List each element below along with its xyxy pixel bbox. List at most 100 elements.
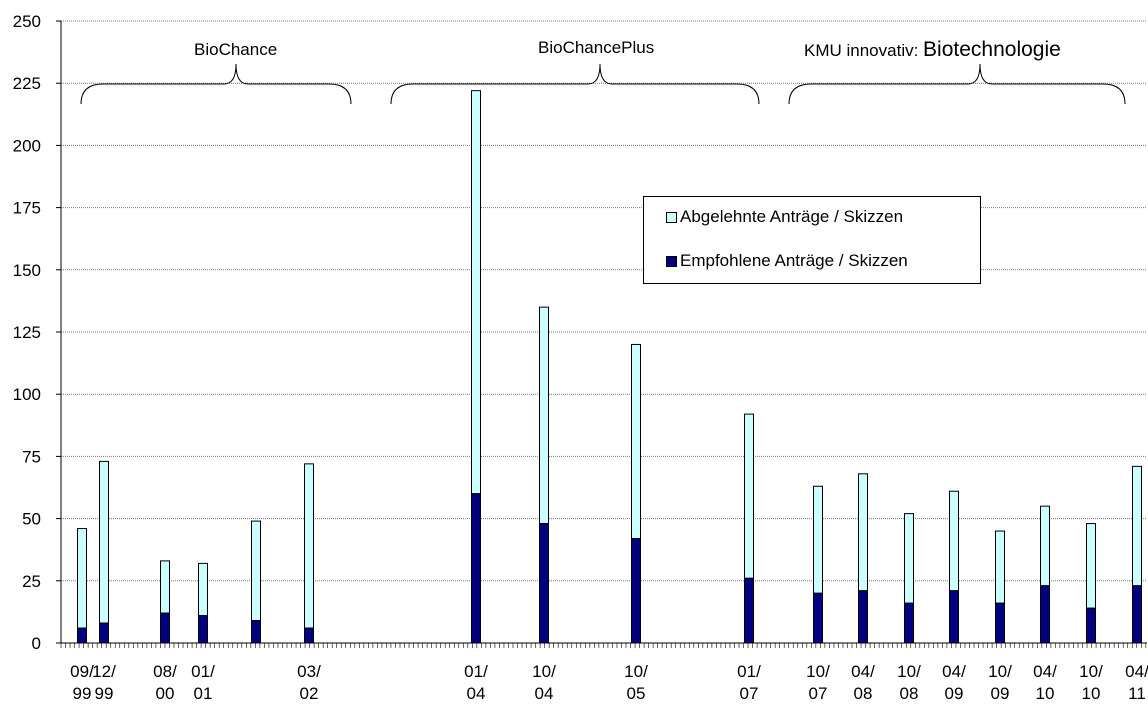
- x-tick-label: 10: [1082, 684, 1101, 703]
- legend-item-abgelehnt: Abgelehnte Anträge / Skizzen: [666, 207, 903, 227]
- bars: [77, 90, 1142, 644]
- bar-empfohlen: [904, 602, 914, 644]
- bar-abgelehnt: [1086, 523, 1096, 609]
- x-tick-label: 11: [1128, 684, 1146, 703]
- y-tick-label: 50: [22, 510, 41, 529]
- bar-empfohlen: [77, 627, 87, 644]
- y-tick-label: 150: [13, 261, 41, 280]
- x-tick-label: 07: [809, 684, 828, 703]
- x-tick-label: 10/: [1079, 662, 1103, 681]
- bar-abgelehnt: [198, 562, 208, 617]
- x-tick-label: 09: [991, 684, 1010, 703]
- x-tick-label: 99: [73, 684, 92, 703]
- legend-label-abgelehnt: Abgelehnte Anträge / Skizzen: [680, 207, 904, 226]
- group-brace: [788, 63, 1126, 105]
- y-tick-labels: 0 25 50 75 100 125 150 175 200 225 250: [13, 12, 41, 653]
- y-tick-label: 200: [13, 136, 41, 155]
- bar-abgelehnt: [813, 485, 823, 594]
- bar-empfohlen: [744, 577, 754, 644]
- x-tick-label: 09/: [70, 662, 94, 681]
- x-tick-label: 04/: [942, 662, 966, 681]
- bar-empfohlen: [813, 592, 823, 644]
- x-tick-label: 04: [467, 684, 486, 703]
- x-tick-label: 08: [900, 684, 919, 703]
- bar-abgelehnt: [904, 513, 914, 604]
- x-tick-label: 04/: [851, 662, 875, 681]
- legend-swatch-abgelehnt: [666, 211, 677, 223]
- bar-abgelehnt: [160, 560, 170, 614]
- bar-abgelehnt: [995, 530, 1005, 604]
- bar-empfohlen: [949, 590, 959, 644]
- y-tick-label: 175: [13, 199, 41, 218]
- x-tick-label: 04/: [1125, 662, 1148, 681]
- x-tick-label: 04/: [1033, 662, 1057, 681]
- gridlines: [61, 20, 1147, 582]
- legend-swatch-empfohlen: [666, 255, 677, 267]
- bar-abgelehnt: [1132, 465, 1142, 587]
- x-tick-label: 01: [194, 684, 213, 703]
- group-label-kmu-innovativ: KMU innovativ: Biotechnologie: [804, 38, 1061, 61]
- bar-abgelehnt: [251, 520, 261, 622]
- x-tick-label: 04: [535, 684, 554, 703]
- x-tick-label: 12/: [92, 662, 116, 681]
- x-tick-label: 10/: [806, 662, 830, 681]
- legend-label-empfohlen: Empfohlene Anträge / Skizzen: [680, 251, 908, 270]
- bar-empfohlen: [858, 590, 868, 644]
- bar-abgelehnt: [949, 490, 959, 592]
- x-tick-label: 08: [854, 684, 873, 703]
- x-tick-label: 03/: [297, 662, 321, 681]
- group-label-biochance: BioChance: [194, 40, 278, 59]
- x-tick-label: 01/: [737, 662, 761, 681]
- bar-empfohlen: [198, 615, 208, 644]
- bar-empfohlen: [1040, 585, 1050, 644]
- bar-empfohlen: [304, 627, 314, 644]
- bar-abgelehnt: [631, 343, 641, 540]
- bar-abgelehnt: [471, 90, 481, 495]
- y-tick-label: 125: [13, 323, 41, 342]
- legend-item-empfohlen: Empfohlene Anträge / Skizzen: [666, 251, 908, 271]
- y-tick-label: 225: [13, 74, 41, 93]
- bar-abgelehnt: [304, 463, 314, 629]
- x-tick-label: 10/: [532, 662, 556, 681]
- group-brace: [390, 63, 760, 105]
- x-tick-label: 01/: [191, 662, 215, 681]
- x-tick-label: 08/: [153, 662, 177, 681]
- bar-empfohlen: [160, 612, 170, 644]
- x-tick-label: 10: [1036, 684, 1055, 703]
- bar-abgelehnt: [77, 528, 87, 629]
- y-tick-label: 25: [22, 572, 41, 591]
- bar-empfohlen: [1086, 607, 1096, 644]
- y-tick-label: 250: [13, 12, 41, 31]
- bar-empfohlen: [99, 622, 109, 644]
- x-tick-label: 07: [740, 684, 759, 703]
- bar-abgelehnt: [858, 473, 868, 592]
- x-tick-label: 00: [156, 684, 175, 703]
- bar-empfohlen: [471, 493, 481, 644]
- bar-empfohlen: [995, 602, 1005, 644]
- y-tick-label: 75: [22, 447, 41, 466]
- x-tick-label: 01/: [464, 662, 488, 681]
- bar-empfohlen: [539, 523, 549, 644]
- x-tick-label: 10/: [988, 662, 1012, 681]
- x-tick-label: 02: [300, 684, 319, 703]
- axes: [56, 20, 1147, 648]
- bar-abgelehnt: [744, 413, 754, 579]
- x-tick-label: 10/: [624, 662, 648, 681]
- bar-abgelehnt: [99, 460, 109, 624]
- bar-empfohlen: [251, 620, 261, 644]
- x-tick-label: 09: [945, 684, 964, 703]
- group-braces: [80, 63, 1126, 105]
- x-tick-label: 05: [627, 684, 646, 703]
- y-tick-label: 0: [32, 634, 41, 653]
- group-brace: [80, 63, 352, 105]
- group-label-biochanceplus: BioChancePlus: [538, 38, 655, 57]
- bar-empfohlen: [631, 538, 641, 644]
- legend: Abgelehnte Anträge / Skizzen Empfohlene …: [643, 196, 981, 284]
- bar-empfohlen: [1132, 585, 1142, 644]
- x-tick-labels: 09/9912/9908/0001/0103/0201/0410/0410/05…: [70, 662, 1148, 703]
- bar-abgelehnt: [1040, 505, 1050, 587]
- y-tick-label: 100: [13, 385, 41, 404]
- x-tick-label: 99: [95, 684, 114, 703]
- x-tick-label: 10/: [897, 662, 921, 681]
